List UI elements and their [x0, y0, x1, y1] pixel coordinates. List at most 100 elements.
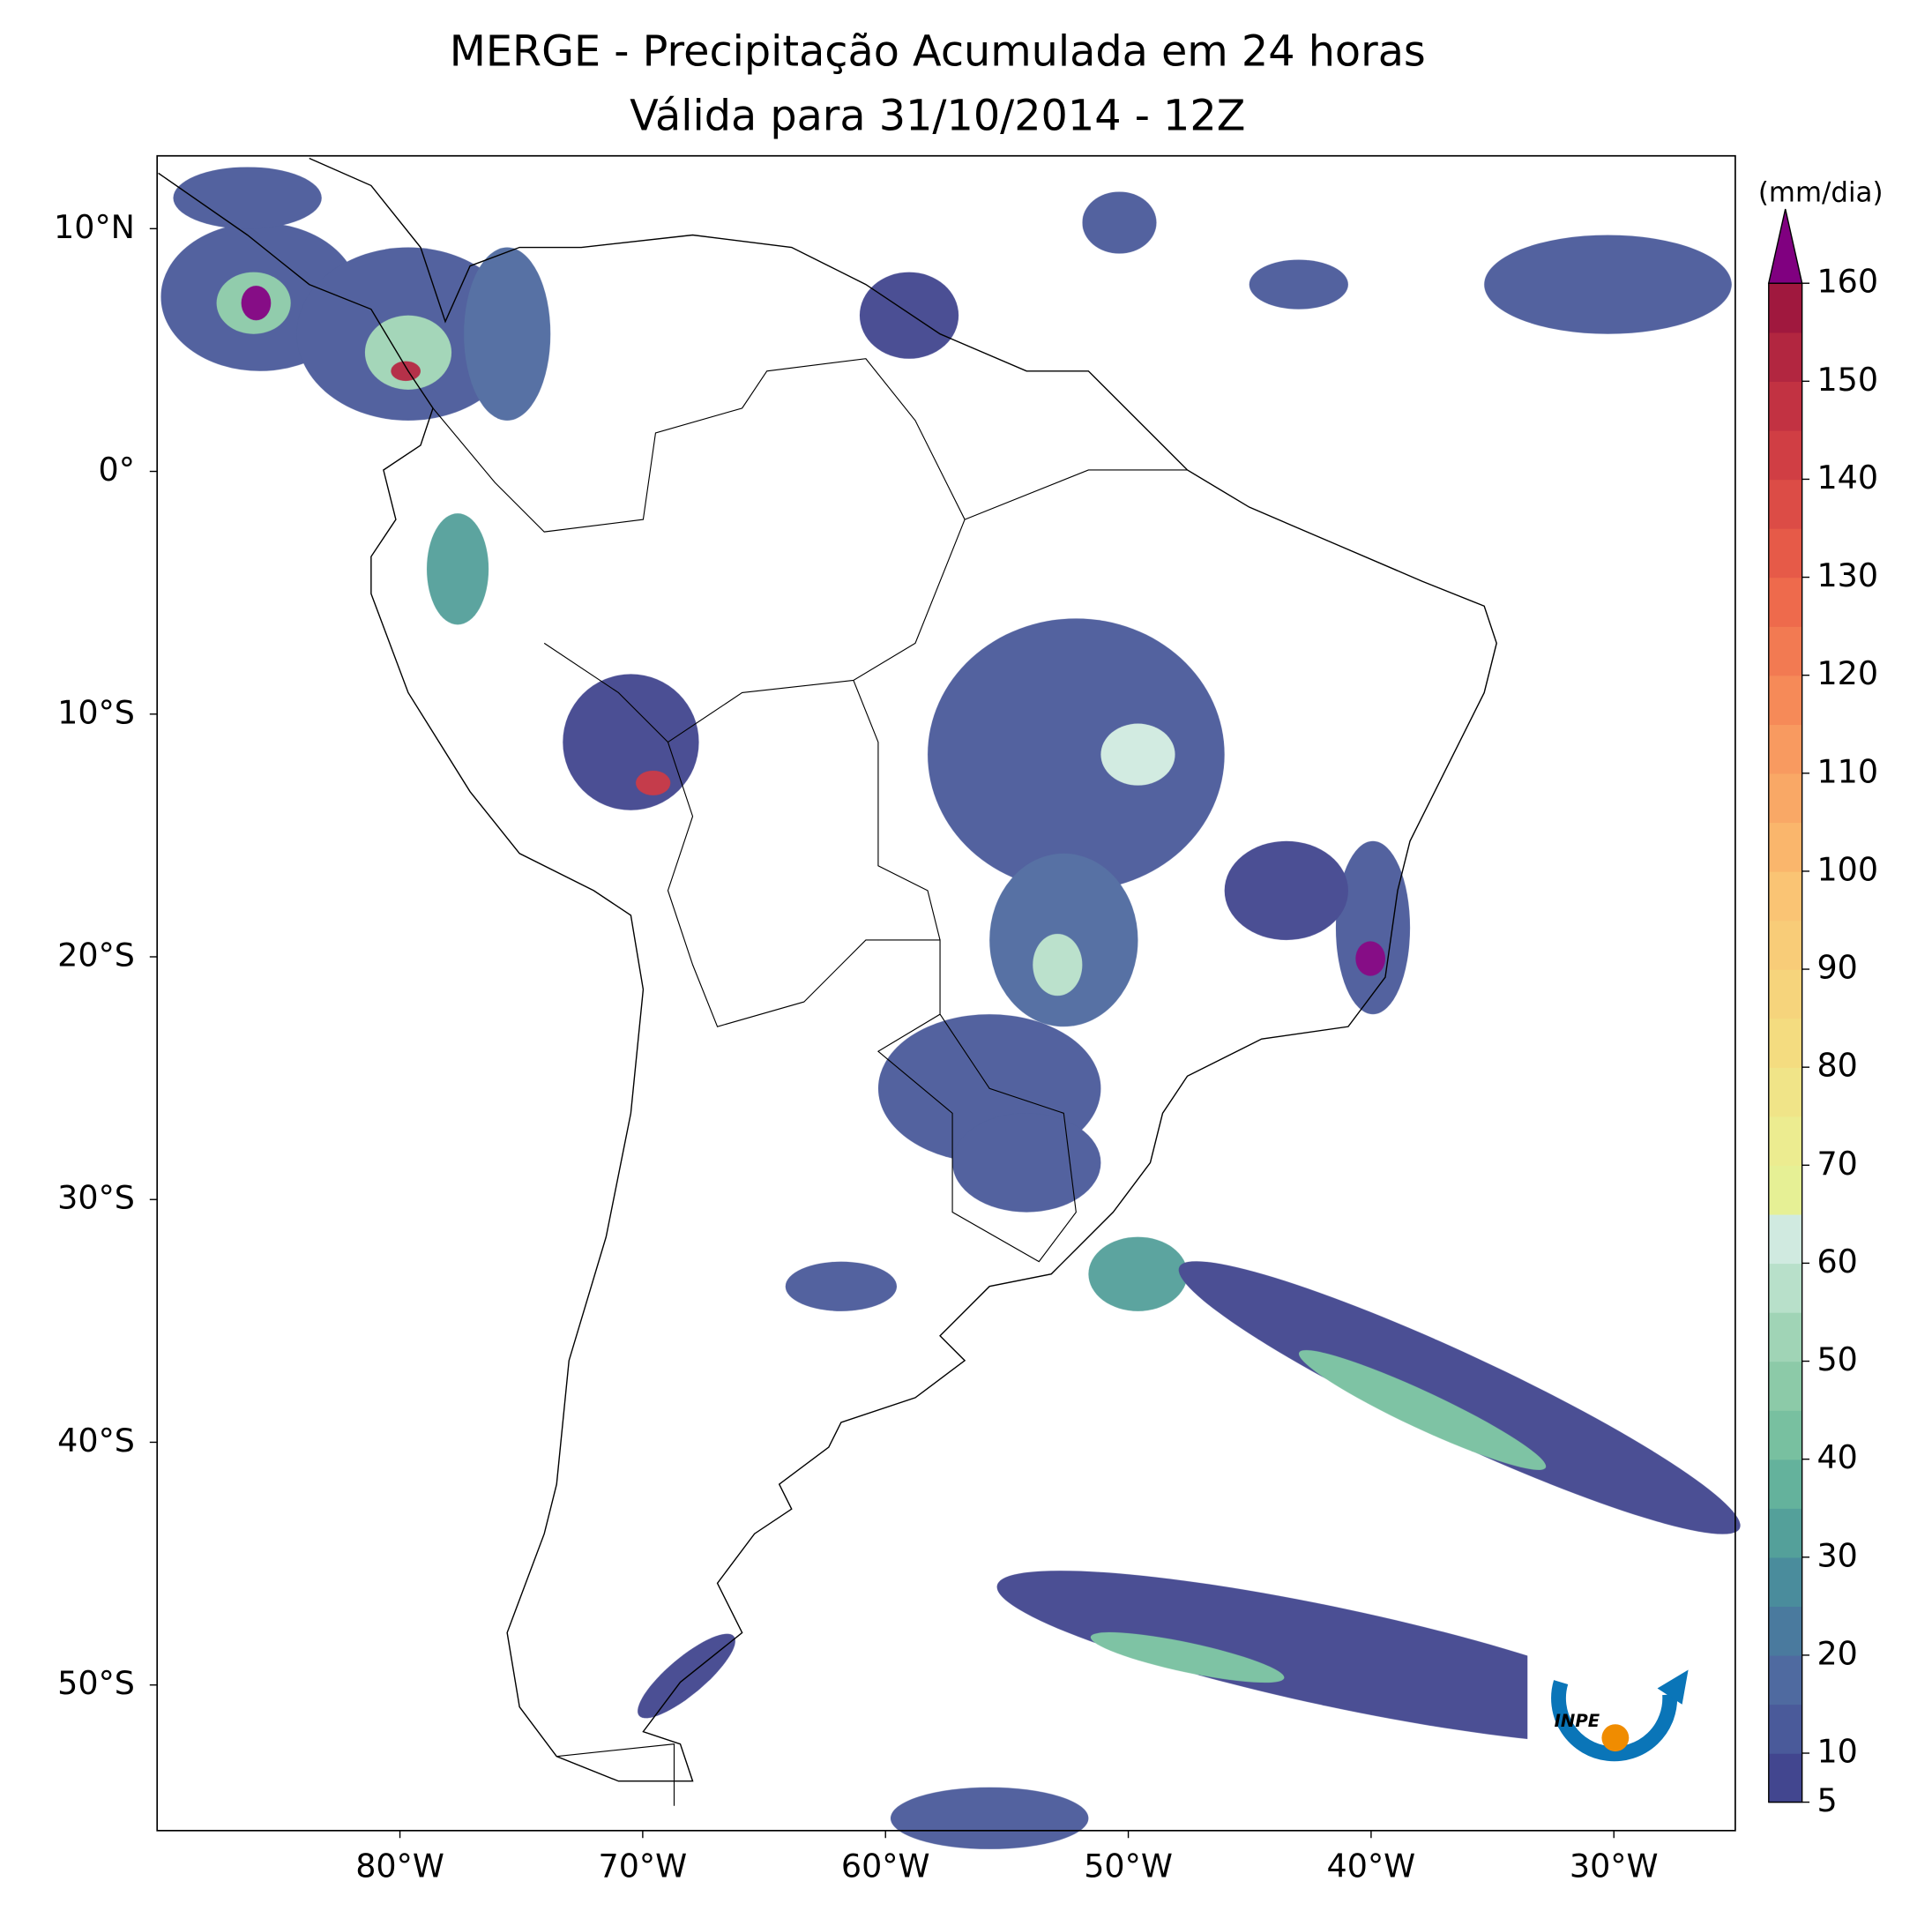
colorbar-band [1768, 675, 1802, 725]
colorbar-band [1768, 724, 1802, 774]
x-tick-label: 80°W [355, 1847, 444, 1885]
x-tick-label: 70°W [599, 1847, 688, 1885]
rain-area [1335, 840, 1411, 1015]
colorbar-band [1768, 429, 1802, 481]
precipitation-field [160, 167, 1741, 1849]
colorbar-tick-label: 90 [1816, 949, 1857, 987]
colorbar-band [1768, 773, 1802, 824]
colorbar-tick-label: 160 [1816, 263, 1878, 301]
colorbar-band [1768, 577, 1802, 627]
title: MERGE - Precipitação Acumulada em 24 hor… [450, 28, 1426, 77]
x-tick-label: 60°W [841, 1847, 930, 1885]
country-border [853, 680, 941, 941]
country-border [432, 358, 966, 743]
y-tick-label: 30°S [57, 1179, 135, 1217]
colorbar-band [1768, 1508, 1802, 1558]
colorbar-band [1768, 822, 1802, 872]
colorbar-tick-label: 70 [1816, 1145, 1857, 1183]
colorbar-frame [1768, 282, 1803, 1803]
colorbar-band [1768, 1116, 1802, 1166]
colorbar-band [1768, 1263, 1802, 1313]
rain-area [1088, 1236, 1188, 1311]
rain-area [996, 1571, 1675, 1744]
logo-dot [1601, 1724, 1630, 1752]
colorbar-band [1768, 1311, 1802, 1362]
colorbar-tick-label: 60 [1816, 1243, 1857, 1280]
rain-area [464, 247, 551, 421]
rain-area [1355, 941, 1385, 976]
colorbar-tick-label: 120 [1816, 654, 1878, 692]
x-tick-label: 50°W [1084, 1847, 1173, 1885]
colorbar-tick-label: 5 [1816, 1781, 1837, 1819]
logo: INPE [1527, 1623, 1717, 1806]
colorbar-band [1768, 332, 1802, 383]
rain-area [1249, 259, 1348, 310]
colorbar-tick-label: 30 [1816, 1536, 1857, 1574]
rain-area [1178, 1261, 1741, 1534]
rain-area [1033, 933, 1083, 997]
y-tick-label: 40°S [57, 1422, 135, 1459]
logo-text: INPE [1555, 1711, 1600, 1731]
colorbar-band [1768, 1606, 1802, 1656]
rain-area [1224, 840, 1348, 940]
rain-area [241, 285, 272, 321]
rain-area [638, 1633, 735, 1719]
country-border [964, 469, 1188, 520]
colorbar-band [1768, 1704, 1802, 1754]
colorbar-band [1768, 1410, 1802, 1460]
rain-area [1090, 1631, 1285, 1683]
colorbar-band [1768, 1213, 1802, 1265]
colorbar-band [1768, 479, 1802, 529]
rain-area [785, 1261, 897, 1311]
country-border [556, 1743, 675, 1806]
colorbar-band [1768, 920, 1802, 970]
colorbar-tick-label: 10 [1816, 1733, 1857, 1771]
rain-area [928, 618, 1225, 891]
colorbar-tick-label: 150 [1816, 361, 1878, 399]
colorbar-tick-label: 20 [1816, 1634, 1857, 1672]
rain-area [859, 272, 959, 359]
rain-area [1484, 235, 1732, 334]
coastlines [158, 157, 1497, 1806]
map-frame [156, 154, 1736, 1832]
rain-area [1100, 723, 1175, 786]
colorbar-tick-label: 40 [1816, 1438, 1857, 1476]
colorbar-band [1768, 283, 1802, 333]
rain-area [890, 1787, 1089, 1849]
colorbar-tick-label: 50 [1816, 1340, 1857, 1378]
rain-area [173, 167, 322, 229]
colorbar-band [1768, 381, 1802, 431]
rain-area [426, 513, 489, 625]
colorbar-band [1768, 1067, 1802, 1117]
logo-arrow [1657, 1669, 1689, 1705]
logo-arc [1551, 1680, 1678, 1762]
x-tick-label: 30°W [1570, 1847, 1659, 1885]
colorbar-tick-label: 110 [1816, 752, 1878, 790]
rain-area [1082, 191, 1157, 254]
colorbar-band [1768, 1753, 1802, 1803]
colorbar-band [1768, 969, 1802, 1019]
colorbar-tick-label: 140 [1816, 459, 1878, 496]
y-tick-label: 10°S [57, 693, 135, 731]
colorbar-band [1768, 1018, 1802, 1068]
colorbar-band [1768, 1459, 1802, 1509]
y-tick-label: 0° [99, 451, 135, 489]
colorbar-band [1768, 1165, 1802, 1215]
y-tick-label: 10°N [54, 208, 135, 246]
country-border [667, 742, 1077, 1263]
rain-area [952, 1113, 1101, 1213]
rain-area [636, 770, 671, 795]
colorbar-label: (mm/dia) [1758, 177, 1884, 209]
subtitle: Válida para 31/10/2014 - 12Z [630, 93, 1245, 141]
x-tick-label: 40°W [1327, 1847, 1416, 1885]
colorbar-tick-label: 130 [1816, 556, 1878, 594]
colorbar-tick-label: 100 [1816, 850, 1878, 888]
colorbar-band [1768, 527, 1802, 579]
y-tick-label: 50°S [57, 1664, 135, 1702]
colorbar-band [1768, 1654, 1802, 1706]
rain-area [391, 361, 421, 381]
colorbar-band [1768, 1556, 1802, 1608]
rain-area [563, 674, 699, 810]
